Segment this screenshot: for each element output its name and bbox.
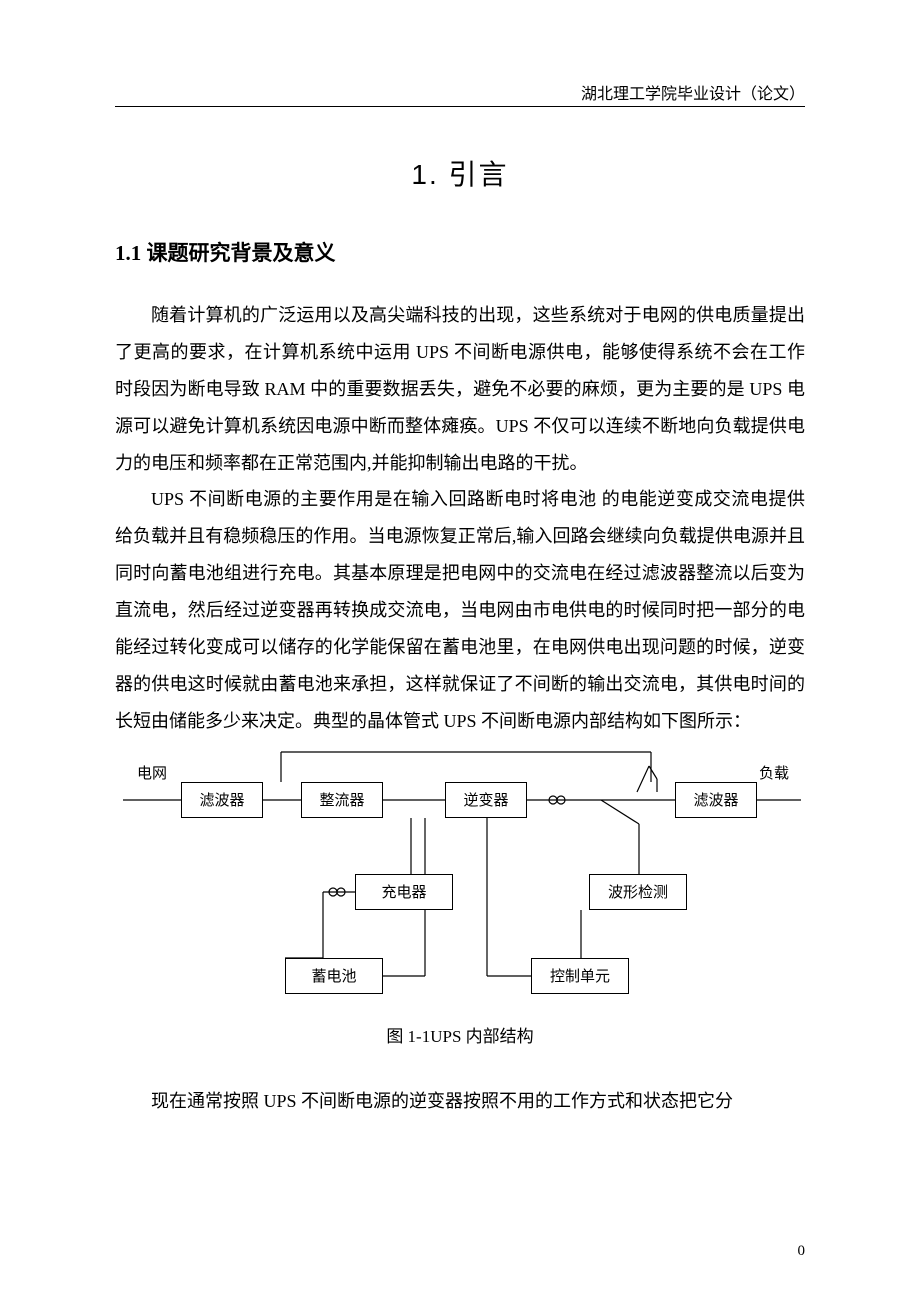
ups-block-diagram: 电网 负载 滤波器 整流器 逆变器 滤波器 充电器 波形检测 蓄电池 控制单元 (115, 748, 805, 1008)
box-filter1: 滤波器 (181, 782, 263, 818)
page-container: 湖北理工学院毕业设计（论文） 1. 引言 1.1 课题研究背景及意义 随着计算机… (0, 0, 920, 1160)
box-inverter: 逆变器 (445, 782, 527, 818)
chapter-title: 1. 引言 (115, 153, 805, 193)
box-filter2: 滤波器 (675, 782, 757, 818)
box-rectifier: 整流器 (301, 782, 383, 818)
figure-wrap: 电网 负载 滤波器 整流器 逆变器 滤波器 充电器 波形检测 蓄电池 控制单元 (115, 748, 805, 1008)
box-battery: 蓄电池 (285, 958, 383, 994)
page-number: 0 (798, 1243, 806, 1260)
box-charger: 充电器 (355, 874, 453, 910)
section-title: 1.1 课题研究背景及意义 (115, 237, 805, 267)
paragraph-2: UPS 不间断电源的主要作用是在输入回路断电时将电池 的电能逆变成交流电提供给负… (115, 481, 805, 739)
label-load: 负载 (759, 762, 789, 783)
paragraph-1: 随着计算机的广泛运用以及高尖端科技的出现，这些系统对于电网的供电质量提出了更高的… (115, 297, 805, 481)
label-grid-in: 电网 (137, 762, 167, 783)
paragraph-3: 现在通常按照 UPS 不间断电源的逆变器按照不用的工作方式和状态把它分 (115, 1083, 805, 1120)
running-header: 湖北理工学院毕业设计（论文） (115, 80, 805, 107)
figure-caption: 图 1-1UPS 内部结构 (115, 1022, 805, 1047)
box-wave-detect: 波形检测 (589, 874, 687, 910)
box-control: 控制单元 (531, 958, 629, 994)
